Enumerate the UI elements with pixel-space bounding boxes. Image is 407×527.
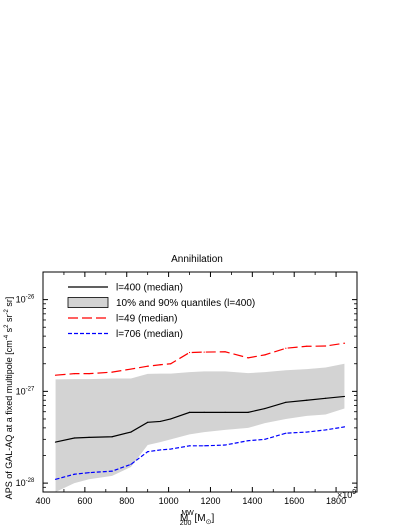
series-2-point bbox=[73, 473, 75, 475]
legend-label: l=706 (median) bbox=[116, 329, 183, 340]
plot-frame bbox=[42, 271, 358, 493]
series-1-point bbox=[147, 365, 149, 367]
series-1-point bbox=[325, 345, 327, 347]
x-tick-label: 600 bbox=[77, 496, 92, 506]
y-tick-label: 10-27 bbox=[16, 386, 35, 396]
y-tick-label: 10-28 bbox=[16, 478, 35, 488]
series-0-point bbox=[285, 401, 287, 403]
x-tick-label: 1400 bbox=[242, 496, 262, 506]
series-2-point bbox=[159, 449, 161, 451]
series-1-point bbox=[54, 374, 57, 376]
series-0-point bbox=[264, 407, 266, 410]
series-1-point bbox=[73, 373, 75, 375]
series-0-point bbox=[130, 431, 132, 433]
legend-label: l=49 (median) bbox=[116, 314, 177, 325]
series-1-point bbox=[170, 363, 172, 365]
series-0-point bbox=[111, 436, 113, 438]
series-2-point bbox=[170, 448, 172, 450]
series-1-point bbox=[203, 351, 205, 353]
quantile-band bbox=[55, 363, 345, 492]
series-0-point bbox=[188, 411, 191, 413]
series-0-point bbox=[247, 411, 249, 413]
series-1-point bbox=[306, 345, 308, 347]
series-2-point bbox=[325, 429, 327, 431]
series-layer bbox=[54, 342, 346, 480]
series-0-point bbox=[224, 411, 226, 413]
series-2-point bbox=[54, 478, 57, 480]
series-2-point bbox=[111, 470, 113, 472]
series-2-point bbox=[224, 444, 226, 446]
y-axis: 10-28 10-27 10-26 bbox=[16, 295, 357, 493]
series-2-point bbox=[285, 432, 287, 434]
series-1-point bbox=[264, 354, 266, 356]
y-tick-label: 10-26 bbox=[16, 295, 35, 305]
series-1-point bbox=[224, 351, 226, 353]
series-1-point bbox=[159, 364, 161, 366]
x-tick-label: 1800 bbox=[326, 496, 346, 506]
series-2-point bbox=[188, 445, 191, 447]
series-0-point bbox=[203, 411, 205, 413]
series-2-point bbox=[247, 440, 249, 442]
series-1-point bbox=[285, 347, 287, 349]
series-2-point bbox=[147, 451, 149, 453]
series-0-point bbox=[343, 395, 346, 398]
series-1-point bbox=[88, 373, 90, 375]
series-2-point bbox=[203, 445, 205, 447]
legend-label: 10% and 90% quantiles (l=400) bbox=[116, 298, 255, 309]
series-0-point bbox=[325, 397, 327, 399]
series-2-point bbox=[264, 438, 266, 440]
series-2-point bbox=[130, 463, 132, 465]
x-multiplier: ×109 bbox=[337, 489, 356, 500]
y-axis-label: APS of GAL-AQ at a fixed multipole [cm-4… bbox=[4, 297, 14, 500]
legend-swatch-band bbox=[67, 297, 109, 308]
x-tick-label: 1200 bbox=[200, 496, 220, 506]
series-line-1 bbox=[55, 342, 345, 376]
series-1-point bbox=[130, 368, 132, 370]
series-0-point bbox=[170, 418, 172, 420]
x-axis: 400 600 800 1000 1200 1400 1600 1800 bbox=[35, 272, 346, 506]
x-tick-label: 800 bbox=[119, 496, 134, 506]
x-axis-label: MMW 200 [M⊙] bbox=[180, 510, 215, 527]
legend-label: l=400 (median) bbox=[116, 283, 183, 294]
series-2-point bbox=[306, 431, 308, 433]
series-1-point bbox=[343, 342, 346, 344]
series-0-point bbox=[73, 437, 75, 439]
x-tick-label: 400 bbox=[35, 496, 50, 506]
series-0-point bbox=[88, 436, 90, 438]
series-1-point bbox=[111, 371, 113, 373]
legend: l=400 (median) 10% and 90% quantiles (l=4… bbox=[67, 283, 255, 340]
series-0-point bbox=[159, 420, 161, 423]
x-tick-label: 1600 bbox=[284, 496, 304, 506]
chart-title: Annihilation bbox=[171, 254, 223, 265]
x-tick-label: 1000 bbox=[159, 496, 179, 506]
series-0-point bbox=[306, 399, 308, 401]
series-0-point bbox=[147, 421, 149, 423]
series-0-point bbox=[54, 441, 57, 443]
series-2-point bbox=[343, 426, 346, 428]
quantile-band-layer bbox=[55, 363, 345, 492]
series-1-point bbox=[247, 357, 249, 359]
series-1-point bbox=[188, 351, 191, 354]
series-2-point bbox=[88, 472, 90, 474]
